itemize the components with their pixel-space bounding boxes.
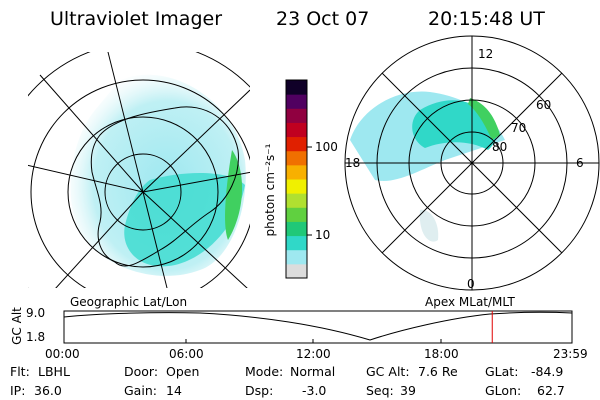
altitude-plot [63,310,573,344]
colorbar-segment [286,249,307,265]
gc-alt-key: GC Alt: [366,364,410,379]
dsp-value: -3.0 [302,383,327,398]
colorbar-tick-label-100: 100 [315,140,338,154]
colorbar-segment [286,263,307,279]
time-tick-0600: 06:00 [169,347,204,361]
time-tick-1200: 12:00 [296,347,331,361]
colorbar-segment [286,235,307,251]
coastline [90,106,239,267]
mlt-label-18: 18 [345,156,361,170]
uv-emission-right-patch [419,209,439,242]
colorbar-unit-label: photon cm⁻²s⁻¹ [263,143,277,237]
colorbar-segment [286,164,307,180]
observation-time: 20:15:48 UT [428,8,545,30]
gain-value: 14 [166,383,182,398]
mlt-label-12: 12 [478,47,494,61]
uv-emission-right-edge [468,98,500,140]
colorbar-segment [286,150,307,166]
altitude-ylabel: GC Alt [10,307,24,345]
time-tick-2359: 23:59 [553,347,588,361]
mode-key: Mode: [245,364,284,379]
dsp-key: Dsp: [245,383,274,398]
mlt-label-6: 6 [576,156,584,170]
colorbar-segment [286,221,307,237]
altitude-tick-low: 1.8 [26,330,46,344]
mlat-label-70: 70 [511,121,527,135]
colorbar-segment [286,108,307,123]
gain-key: Gain: [124,383,157,398]
magnetic-polar-plot [344,35,600,291]
door-key: Door: [124,364,159,379]
ip-value: 36.0 [34,383,62,398]
mlat-label-80: 80 [492,140,508,154]
door-value: Open [166,364,200,379]
mlat-label-60: 60 [536,98,552,112]
seq-value: 39 [400,383,416,398]
altitude-tick-high: 9.0 [26,306,46,320]
colorbar [285,79,308,279]
seq-key: Seq: [366,383,394,398]
uv-emission-left-edge [225,150,243,240]
glon-key: GLon: [485,383,522,398]
gc-alt-value: 7.6 Re [418,364,458,379]
left-panel-caption: Geographic Lat/Lon [70,295,188,309]
colorbar-segment [286,94,307,109]
geographic-map [28,52,250,288]
colorbar-segment [286,136,307,152]
glat-key: GLat: [485,364,519,379]
colorbar-segment [286,179,307,194]
filter-key: Flt: [10,364,30,379]
colorbar-frame [285,79,308,279]
uv-emission-left-bright [124,173,245,267]
colorbar-segment [286,207,307,222]
filter-value: LBHL [38,364,70,379]
mode-value: Normal [290,364,336,379]
altitude-curve [63,311,573,341]
observation-date: 23 Oct 07 [276,8,370,30]
mlt-label-0: 0 [467,277,475,291]
time-tick-1800: 18:00 [424,347,459,361]
right-panel-caption: Apex MLat/MLT [425,295,515,309]
ip-key: IP: [10,383,26,398]
colorbar-tick-label-10: 10 [315,228,331,242]
colorbar-segment [286,80,307,95]
colorbar-segment [286,193,307,208]
glon-value: 62.7 [537,383,565,398]
glat-value: -84.9 [531,364,564,379]
instrument-title: Ultraviolet Imager [50,8,223,30]
colorbar-segment [286,122,307,138]
time-tick-0000: 00:00 [45,347,80,361]
